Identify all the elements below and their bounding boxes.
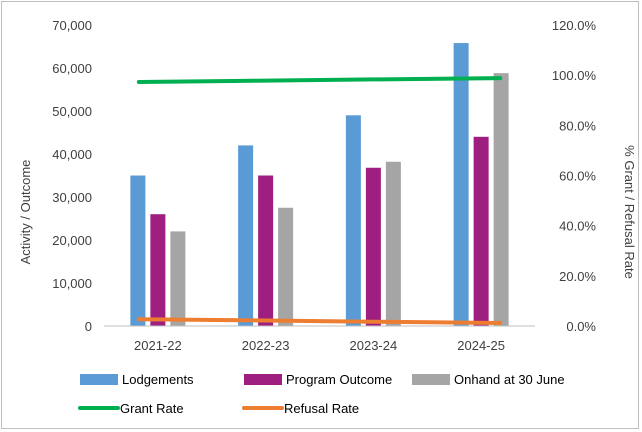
- line-refusal-rate: [136, 317, 503, 325]
- legend-item: Program Outcome: [244, 372, 392, 387]
- bar-onhand-at-30-june-2024-25: [493, 73, 509, 326]
- legend-label: Grant Rate: [120, 401, 184, 416]
- y2-tick-label: 100.0%: [552, 68, 597, 83]
- legend-swatch: [80, 374, 118, 385]
- x-tick-label: 2021-22: [134, 338, 182, 353]
- legend-swatch: [244, 374, 282, 385]
- y-tick-label: 50,000: [52, 104, 92, 119]
- y2-tick-label: 80.0%: [559, 118, 596, 133]
- legend-label: Refusal Rate: [284, 401, 359, 416]
- y-tick-label: 60,000: [52, 61, 92, 76]
- legend-item: Refusal Rate: [242, 401, 359, 416]
- lines-layer: [136, 76, 503, 325]
- bar-program-outcome-2023-24: [365, 167, 381, 326]
- bar-lodgements-2022-23: [238, 145, 254, 326]
- bar-program-outcome-2021-22: [150, 214, 166, 326]
- legend-label: Program Outcome: [286, 372, 392, 387]
- bars-layer: [130, 43, 509, 327]
- y-tick-label: 10,000: [52, 276, 92, 291]
- bar-lodgements-2021-22: [130, 175, 146, 326]
- legend: Lodgements Program Outcome Onhand at 30 Ju…: [78, 372, 565, 416]
- y-tick-label: 0: [85, 319, 92, 334]
- legend-label: Onhand at 30 June: [454, 372, 565, 387]
- y2-tick-label: 60.0%: [559, 169, 596, 184]
- bar-lodgements-2023-24: [345, 115, 361, 326]
- y2-axis-title: % Grant / Refusal Rate: [622, 145, 637, 279]
- y-axis-title: Activity / Outcome: [18, 160, 33, 265]
- legend-item: Grant Rate: [78, 401, 184, 416]
- y-tick-label: 30,000: [52, 190, 92, 205]
- bar-program-outcome-2024-25: [473, 136, 489, 326]
- bar-onhand-at-30-june-2022-23: [278, 207, 294, 326]
- y-tick-label: 40,000: [52, 147, 92, 162]
- legend-swatch: [412, 374, 450, 385]
- legend-label: Lodgements: [122, 372, 194, 387]
- bar-onhand-at-30-june-2023-24: [385, 161, 401, 326]
- y-tick-label: 70,000: [52, 18, 92, 33]
- bar-onhand-at-30-june-2021-22: [170, 231, 186, 326]
- y2-tick-label: 120.0%: [552, 18, 597, 33]
- legend-item: Lodgements: [80, 372, 194, 387]
- legend-item: Onhand at 30 June: [412, 372, 565, 387]
- bar-lodgements-2024-25: [453, 43, 469, 327]
- y-tick-labels: 0 10,000 20,000 30,000 40,000 50,000 60,000 70,…: [52, 18, 92, 334]
- y-tick-label: 20,000: [52, 233, 92, 248]
- y2-tick-label: 0.0%: [566, 319, 596, 334]
- y2-tick-label: 20.0%: [559, 269, 596, 284]
- bar-program-outcome-2022-23: [258, 175, 274, 326]
- y2-tick-label: 40.0%: [559, 219, 596, 234]
- x-tick-label: 2023-24: [350, 338, 398, 353]
- y2-tick-labels: 0.0% 20.0% 40.0% 60.0% 80.0% 100.0% 120.0%: [552, 18, 597, 334]
- x-tick-labels: 2021-22 2022-23 2023-24 2024-25: [134, 338, 505, 353]
- line-grant-rate: [136, 76, 503, 84]
- x-tick-label: 2024-25: [457, 338, 505, 353]
- x-tick-label: 2022-23: [242, 338, 290, 353]
